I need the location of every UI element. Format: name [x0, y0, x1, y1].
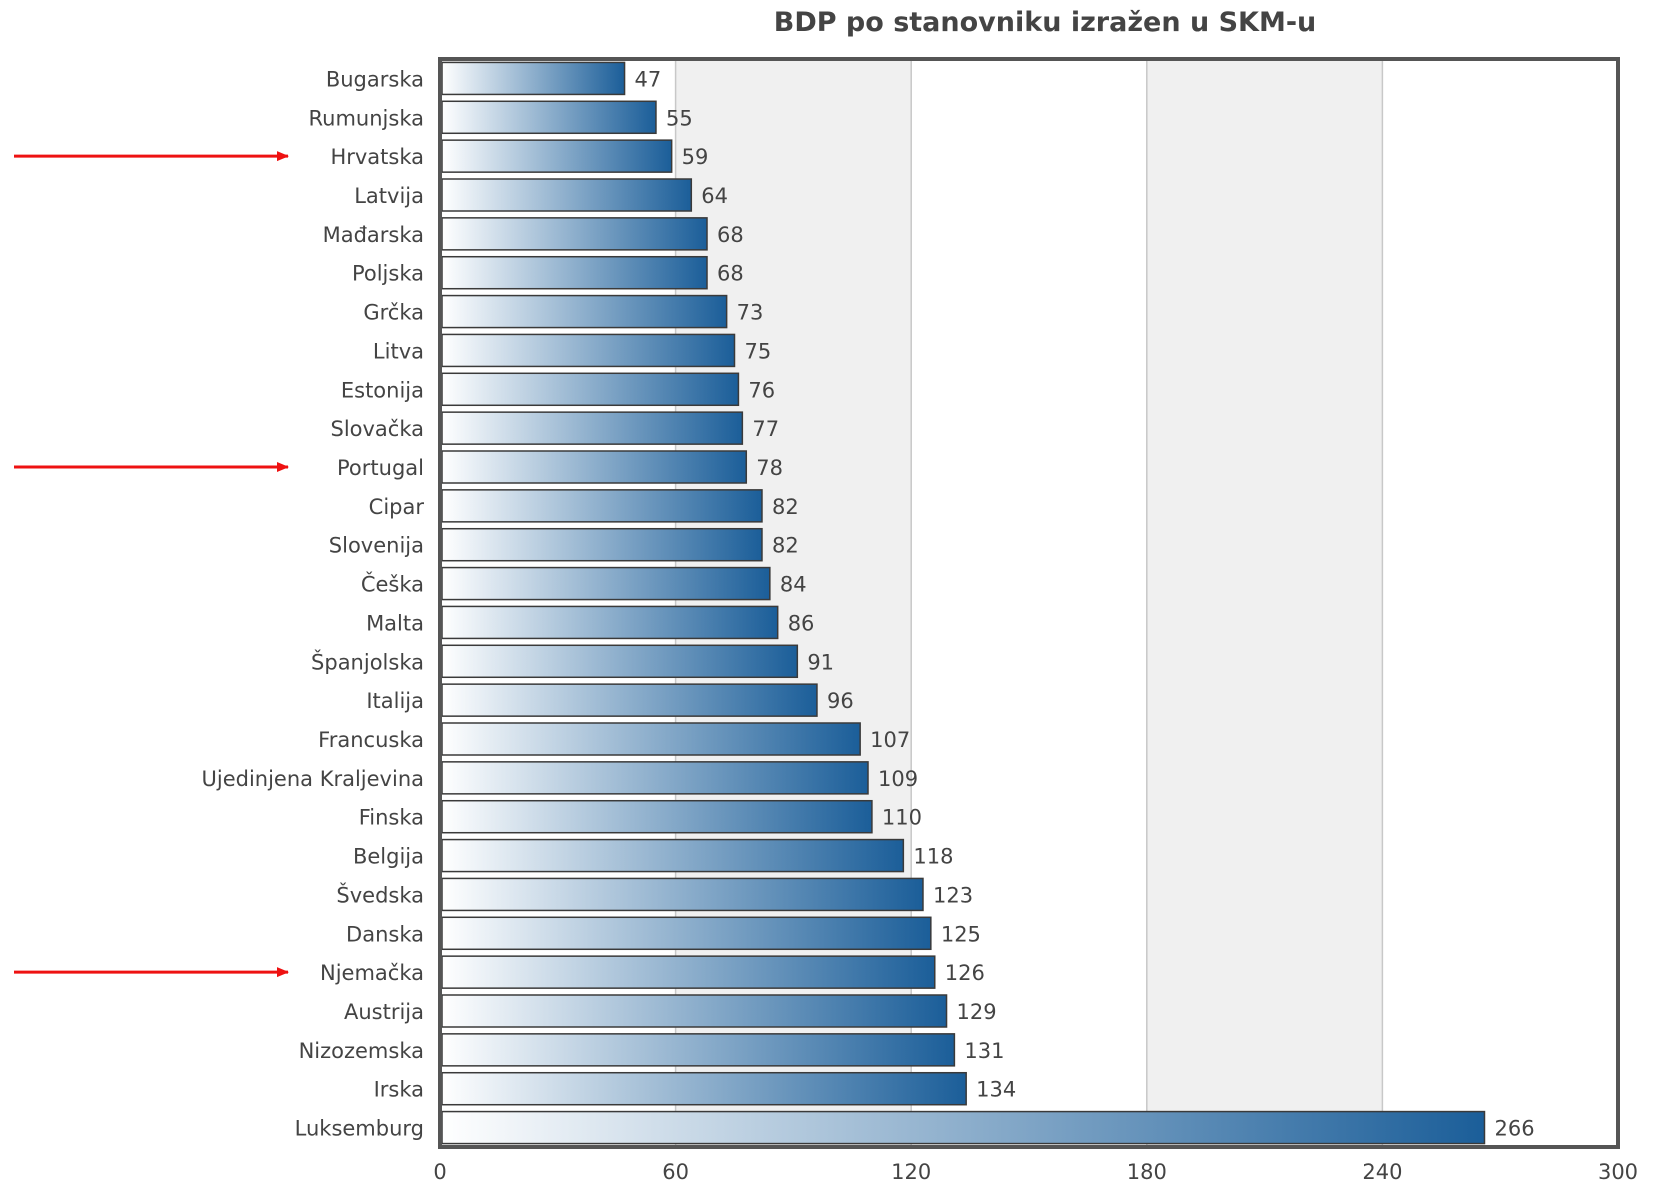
- category-label: Slovenija: [329, 534, 424, 558]
- category-label: Slovačka: [330, 417, 424, 441]
- bar: [441, 877, 924, 912]
- value-label: 68: [717, 223, 744, 247]
- value-label: 77: [752, 417, 779, 441]
- bar: [441, 1033, 956, 1067]
- value-label: 266: [1494, 1117, 1534, 1141]
- x-tick-label: 60: [662, 1160, 689, 1184]
- category-label: Danska: [346, 922, 424, 946]
- category-label: Estonija: [341, 378, 424, 402]
- bar: [441, 450, 748, 484]
- bar: [441, 217, 708, 251]
- category-label: Malta: [366, 611, 424, 635]
- value-label: 123: [933, 883, 973, 907]
- bar: [441, 1071, 967, 1106]
- category-label: Luksemburg: [295, 1117, 424, 1141]
- bar: [441, 955, 936, 989]
- bar: [441, 722, 861, 756]
- bar: [441, 255, 708, 290]
- bar: [441, 294, 728, 329]
- category-label: Bugarska: [326, 67, 424, 91]
- value-label: 76: [748, 378, 775, 402]
- value-label: 126: [945, 961, 985, 985]
- bar: [441, 61, 626, 96]
- category-label: Nizozemska: [299, 1039, 424, 1063]
- value-label: 118: [913, 845, 953, 869]
- x-tick-label: 120: [891, 1160, 931, 1184]
- value-label: 59: [682, 145, 709, 169]
- category-label: Ujedinjena Kraljevina: [201, 767, 424, 791]
- category-label: Portugal: [337, 456, 424, 480]
- bar: [441, 333, 736, 368]
- bar: [441, 916, 932, 951]
- bar: [441, 139, 673, 173]
- x-tick-label: 240: [1362, 1160, 1402, 1184]
- bar: [441, 644, 799, 679]
- bar: [441, 489, 763, 523]
- chart-title: BDP po stanovniku izražen u SKM-u: [774, 7, 1317, 38]
- value-label: 86: [788, 611, 815, 635]
- category-label: Latvija: [354, 184, 424, 208]
- category-label: Češka: [361, 572, 424, 597]
- bar: [441, 100, 657, 135]
- bar: [441, 527, 763, 562]
- bar: [441, 799, 873, 834]
- value-label: 110: [882, 806, 922, 830]
- value-label: 82: [772, 534, 799, 558]
- bar: [441, 372, 740, 407]
- category-label: Rumunjska: [309, 106, 424, 130]
- bar: [441, 761, 869, 795]
- category-label: Njemačka: [320, 961, 424, 985]
- value-label: 73: [737, 301, 764, 325]
- category-label: Francuska: [318, 728, 424, 752]
- bar: [441, 605, 779, 640]
- category-label: Hrvatska: [330, 145, 424, 169]
- value-label: 84: [780, 573, 807, 597]
- bar: [441, 683, 818, 717]
- category-label: Belgija: [353, 845, 424, 869]
- category-label: Španjolska: [311, 649, 424, 674]
- bar: [441, 994, 948, 1028]
- category-label: Finska: [359, 806, 424, 830]
- x-tick-label: 0: [433, 1160, 446, 1184]
- value-label: 109: [878, 767, 918, 791]
- category-label: Švedska: [336, 882, 424, 907]
- x-tick-label: 300: [1598, 1160, 1638, 1184]
- value-label: 78: [756, 456, 783, 480]
- value-label: 134: [976, 1078, 1016, 1102]
- value-label: 68: [717, 262, 744, 286]
- value-label: 55: [666, 106, 693, 130]
- bar: [441, 838, 905, 873]
- category-label: Grčka: [363, 301, 424, 325]
- plot-frame: [438, 57, 1620, 1149]
- value-label: 91: [807, 650, 834, 674]
- bar: [441, 1110, 1486, 1145]
- category-label: Cipar: [369, 495, 425, 519]
- value-label: 47: [635, 67, 662, 91]
- value-label: 96: [827, 689, 854, 713]
- category-label: Mađarska: [323, 223, 424, 247]
- category-label: Italija: [366, 689, 424, 713]
- value-label: 107: [870, 728, 910, 752]
- value-label: 75: [745, 339, 772, 363]
- value-label: 64: [701, 184, 728, 208]
- value-label: 125: [941, 922, 981, 946]
- value-label: 82: [772, 495, 799, 519]
- grid-band: [1146, 59, 1383, 1147]
- value-label: 129: [957, 1000, 997, 1024]
- bar: [441, 178, 693, 212]
- category-label: Austrija: [344, 1000, 424, 1024]
- x-tick-label: 180: [1127, 1160, 1167, 1184]
- category-label: Poljska: [352, 262, 424, 286]
- bar: [441, 411, 744, 445]
- bar: [441, 566, 771, 601]
- category-label: Litva: [373, 339, 424, 363]
- category-label: Irska: [374, 1078, 424, 1102]
- value-label: 131: [964, 1039, 1004, 1063]
